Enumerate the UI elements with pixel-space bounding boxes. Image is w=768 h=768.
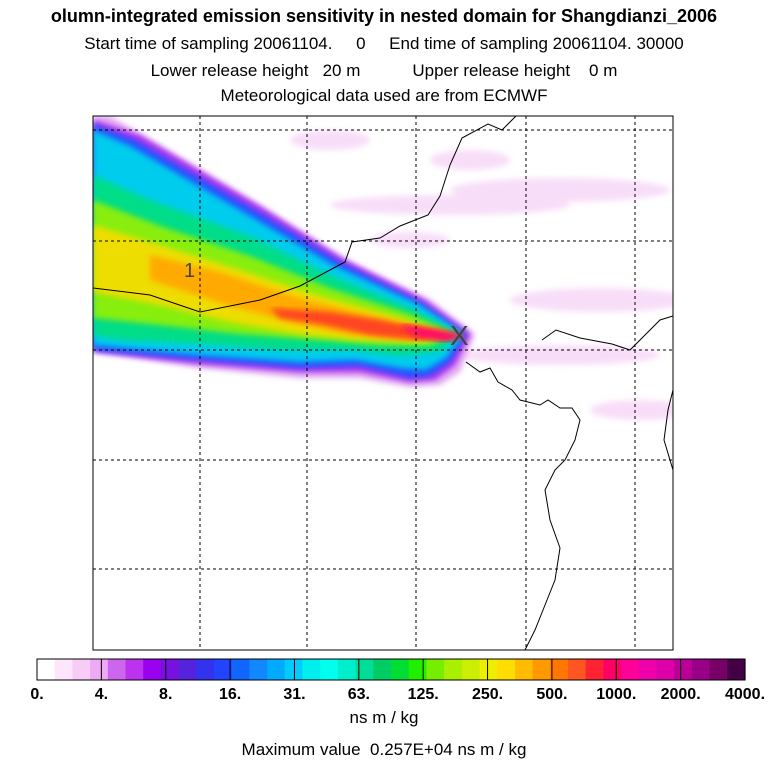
- colorbar-swatch: [391, 659, 410, 680]
- colorbar-swatch: [426, 659, 445, 680]
- map-frame: [92, 115, 674, 651]
- colorbar-swatch: [514, 659, 534, 680]
- colorbar-swatch: [249, 659, 268, 680]
- colorbar-swatch: [160, 659, 180, 680]
- colorbar-swatch: [497, 659, 516, 680]
- colorbar-unit: ns m / kg: [349, 708, 419, 727]
- release-point-marker: X: [450, 320, 469, 351]
- colorbar-swatch: [709, 659, 728, 680]
- colorbar-tick-label: 4.: [95, 686, 108, 703]
- colorbar-tick-label: 4000.: [725, 686, 765, 703]
- colorbar-tick-label: 63.: [348, 686, 370, 703]
- colorbar-swatch: [532, 659, 551, 680]
- colorbar-swatch: [143, 659, 162, 680]
- colorbar-tick-label: 250.: [472, 686, 503, 703]
- colorbar-tick-label: 31.: [283, 686, 305, 703]
- colorbar-swatch: [54, 659, 73, 680]
- colorbar-swatch: [125, 659, 144, 680]
- plume-label: 1: [184, 260, 195, 282]
- colorbar-swatch: [461, 659, 481, 680]
- colorbar-swatch: [568, 659, 587, 680]
- colorbar-swatch: [320, 659, 339, 680]
- colorbar-swatch: [355, 659, 374, 680]
- colorbar-swatch: [691, 659, 711, 680]
- colorbar-swatch: [585, 659, 604, 680]
- colorbar-swatch: [550, 659, 569, 680]
- chart-title: olumn-integrated emission sensitivity in…: [50, 6, 718, 26]
- colorbar-tick-label: 16.: [219, 686, 241, 703]
- colorbar-swatch: [638, 659, 658, 680]
- colorbar-tick-label: 2000.: [661, 686, 701, 703]
- sampling-time-line: Start time of sampling 20061104. 0 End t…: [84, 34, 684, 53]
- colorbar-swatch: [37, 659, 56, 680]
- colorbar-swatch: [284, 659, 304, 680]
- colorbar-swatch: [107, 659, 127, 680]
- colorbar-tick-label: 125.: [408, 686, 439, 703]
- colorbar-swatch: [178, 659, 197, 680]
- colorbar-swatch: [90, 659, 109, 680]
- colorbar-tick-label: 0.: [30, 686, 43, 703]
- colorbar-swatch: [373, 659, 392, 680]
- release-height-line: Lower release height 20 m Upper release …: [150, 61, 618, 80]
- colorbar-tick-label: 8.: [159, 686, 172, 703]
- colorbar-swatch: [196, 659, 215, 680]
- colorbar: 0. 4. 8. 16. 31. 63. 125. 250. 500. 1000. 2000. 400…: [30, 658, 765, 703]
- colorbar-swatch: [621, 659, 640, 680]
- meteo-source-line: Meteorological data used are from ECMWF: [220, 86, 548, 105]
- colorbar-swatch: [603, 659, 622, 680]
- graticule: [93, 116, 673, 650]
- colorbar-swatch: [408, 659, 427, 680]
- colorbar-tick-label: 500.: [536, 686, 567, 703]
- colorbar-swatch: [727, 659, 746, 680]
- colorbar-swatch: [214, 659, 233, 680]
- colorbar-swatch: [302, 659, 321, 680]
- colorbar-swatch: [231, 659, 250, 680]
- colorbar-swatch: [656, 659, 675, 680]
- colorbar-tick-label: 1000.: [596, 686, 636, 703]
- colorbar-swatch: [674, 659, 693, 680]
- heatmap-field: [93, 116, 673, 420]
- colorbar-swatch: [337, 659, 357, 680]
- colorbar-swatch: [267, 659, 286, 680]
- colorbar-frame: [36, 658, 746, 681]
- colorbar-swatch: [479, 659, 498, 680]
- colorbar-swatch: [444, 659, 463, 680]
- colorbar-swatch: [72, 659, 91, 680]
- max-value-text: Maximum value 0.257E+04 ns m / kg: [241, 740, 527, 759]
